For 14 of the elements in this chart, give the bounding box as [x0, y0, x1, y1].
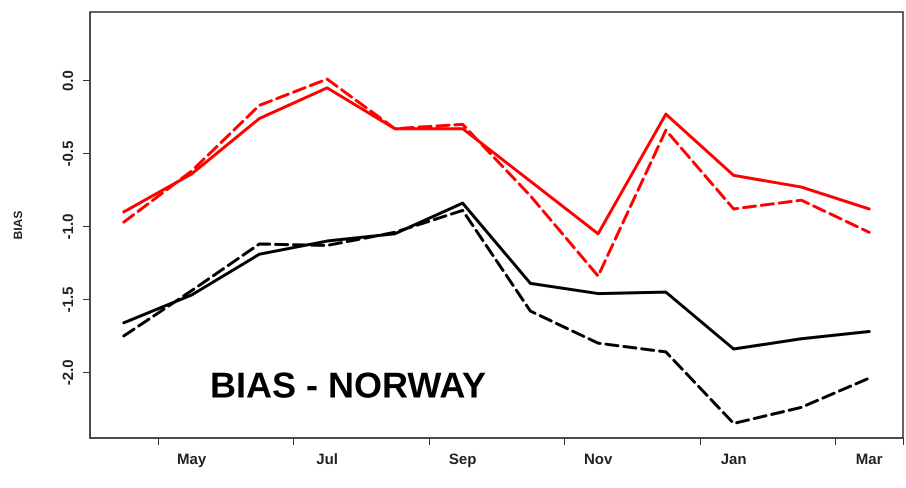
- x-tick-label: May: [177, 451, 207, 468]
- x-tick-label: Nov: [584, 451, 613, 468]
- y-axis-title: BIAS: [11, 210, 25, 240]
- line-series: [122, 78, 871, 278]
- y-tick-label: -1.0: [60, 214, 77, 240]
- text: BIAS - NORWAY: [210, 364, 486, 406]
- x-tick-label: Sep: [448, 451, 476, 468]
- y-tick-label: -2.0: [60, 359, 77, 386]
- y-tick-label: 0.0: [60, 70, 77, 91]
- y-tick-label: -0.5: [60, 140, 77, 166]
- y-tick-label: -1.5: [60, 286, 77, 312]
- x-tick-label: Mar: [856, 451, 883, 468]
- x-tick-label: Jul: [316, 451, 338, 468]
- x-tick-label: Jan: [720, 451, 747, 468]
